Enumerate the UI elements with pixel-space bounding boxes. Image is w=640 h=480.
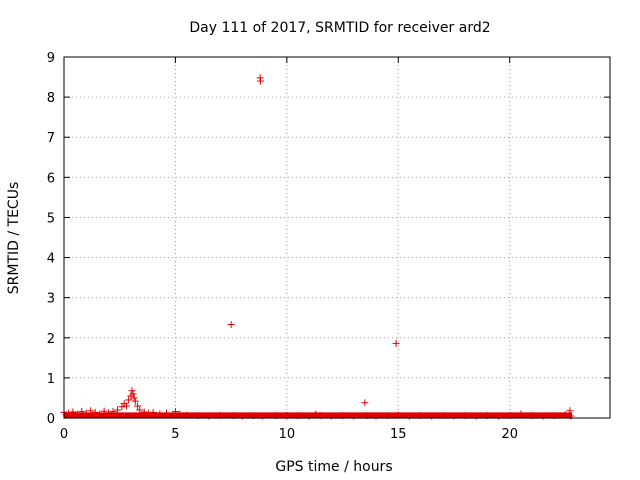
x-tick-label: 5 [171, 427, 179, 442]
data-point [113, 406, 121, 414]
y-tick-label: 3 [47, 292, 55, 307]
data-point [134, 402, 142, 410]
axis-ticks: 0 1 2 3 4 5 6 7 8 9 0 5 10 15 20 [47, 51, 610, 442]
y-tick-label: 1 [47, 372, 55, 387]
data-point [361, 399, 369, 407]
y-tick-label: 7 [47, 131, 55, 146]
plot-frame [63, 56, 611, 419]
data-point [129, 390, 137, 398]
y-tick-label: 0 [47, 412, 55, 427]
x-axis-label: GPS time / hours [275, 459, 392, 475]
baseline-band-fill [64, 412, 573, 419]
x-tick-label: 10 [279, 427, 296, 442]
x-tick-label: 0 [60, 427, 68, 442]
baseline-band [64, 412, 573, 419]
y-tick-label: 9 [47, 51, 55, 66]
y-tick-label: 6 [47, 171, 55, 186]
data-point [130, 394, 138, 402]
y-tick-label: 2 [47, 332, 55, 347]
data-points [60, 74, 575, 420]
data-point [122, 402, 130, 410]
grid-lines [64, 57, 610, 418]
y-tick-label: 8 [47, 91, 55, 106]
data-point [128, 387, 136, 395]
y-tick-label: 4 [47, 252, 55, 267]
chart-title: Day 111 of 2017, SRMTID for receiver ard… [189, 20, 490, 36]
data-point [392, 339, 400, 347]
x-tick-label: 15 [390, 427, 407, 442]
data-point [257, 77, 265, 85]
data-point [227, 321, 235, 329]
x-tick-label: 20 [501, 427, 518, 442]
data-point [125, 396, 133, 404]
y-axis-label: SRMTID / TECUs [6, 182, 22, 295]
data-point [131, 397, 139, 405]
y-tick-label: 5 [47, 211, 55, 226]
data-point [136, 406, 144, 414]
